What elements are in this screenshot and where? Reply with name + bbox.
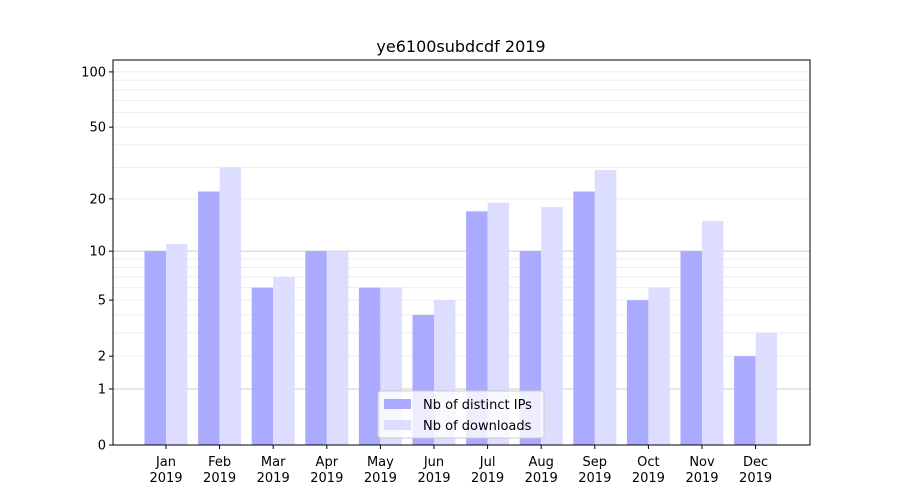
bar-downloads — [541, 206, 563, 445]
x-tick-label-year: 2019 — [149, 471, 182, 486]
x-tick-label-year: 2019 — [578, 471, 611, 486]
x-tick-label-year: 2019 — [685, 471, 718, 486]
y-tick-label: 1 — [98, 382, 106, 397]
y-tick-label: 50 — [89, 121, 106, 136]
x-tick-label-year: 2019 — [417, 471, 450, 486]
x-tick-label: Mar — [261, 455, 286, 470]
bar-distinct-ips — [626, 300, 649, 445]
x-tick-label: May — [367, 455, 394, 470]
bar-distinct-ips — [573, 191, 595, 445]
x-tick-label-year: 2019 — [739, 471, 772, 486]
bar-downloads — [326, 251, 349, 445]
bar-downloads — [487, 202, 510, 445]
bar-downloads — [219, 167, 242, 446]
bar-downloads — [648, 287, 670, 445]
bar-distinct-ips — [358, 287, 381, 445]
legend-box — [377, 390, 545, 439]
x-tick-label: Apr — [316, 455, 339, 470]
bar-distinct-ips — [680, 251, 702, 445]
y-tick-label: 100 — [81, 65, 106, 80]
legend-swatch-ips — [384, 399, 411, 409]
x-tick-label: Oct — [637, 455, 659, 470]
bar-downloads — [166, 244, 188, 445]
chart-title: ye6100subdcdf 2019 — [376, 37, 545, 56]
bar-downloads — [273, 276, 295, 445]
bar-distinct-ips — [251, 287, 274, 445]
y-tick-label: 5 — [98, 294, 106, 309]
x-tick-label: Sep — [583, 455, 608, 470]
x-tick-label: Aug — [529, 455, 554, 470]
y-tick-label: 20 — [89, 192, 106, 207]
y-tick-label: 10 — [89, 245, 106, 260]
x-tick-label-year: 2019 — [310, 471, 343, 486]
plot-frame — [112, 59, 811, 446]
x-tick-label: Jun — [423, 455, 444, 470]
y-tick-label: 0 — [98, 439, 106, 454]
x-tick-label: Jan — [155, 455, 176, 470]
x-tick-label-year: 2019 — [632, 471, 665, 486]
y-tick-label: 2 — [98, 350, 106, 365]
bar-downloads — [702, 220, 724, 445]
x-tick-label-year: 2019 — [257, 471, 290, 486]
x-tick-label-year: 2019 — [471, 471, 504, 486]
bar-distinct-ips — [144, 251, 166, 445]
bar-distinct-ips — [198, 191, 220, 445]
legend-swatch-downloads — [384, 420, 411, 430]
bar-distinct-ips — [305, 251, 327, 445]
x-tick-label: Feb — [208, 455, 231, 470]
bar-distinct-ips — [734, 356, 756, 445]
x-tick-label: Dec — [743, 455, 768, 470]
x-tick-label-year: 2019 — [203, 471, 236, 486]
bar-distinct-ips — [466, 211, 488, 445]
x-tick-label: Jul — [479, 455, 496, 470]
legend-label-downloads: Nb of downloads — [423, 419, 532, 434]
legend: Nb of distinct IPs Nb of downloads — [377, 390, 545, 439]
bar-downloads — [755, 332, 778, 445]
x-tick-label-year: 2019 — [364, 471, 397, 486]
legend-label-ips: Nb of distinct IPs — [423, 398, 532, 413]
bar-downloads — [594, 170, 617, 445]
x-tick-label: Nov — [689, 455, 715, 470]
x-tick-label-year: 2019 — [525, 471, 558, 486]
